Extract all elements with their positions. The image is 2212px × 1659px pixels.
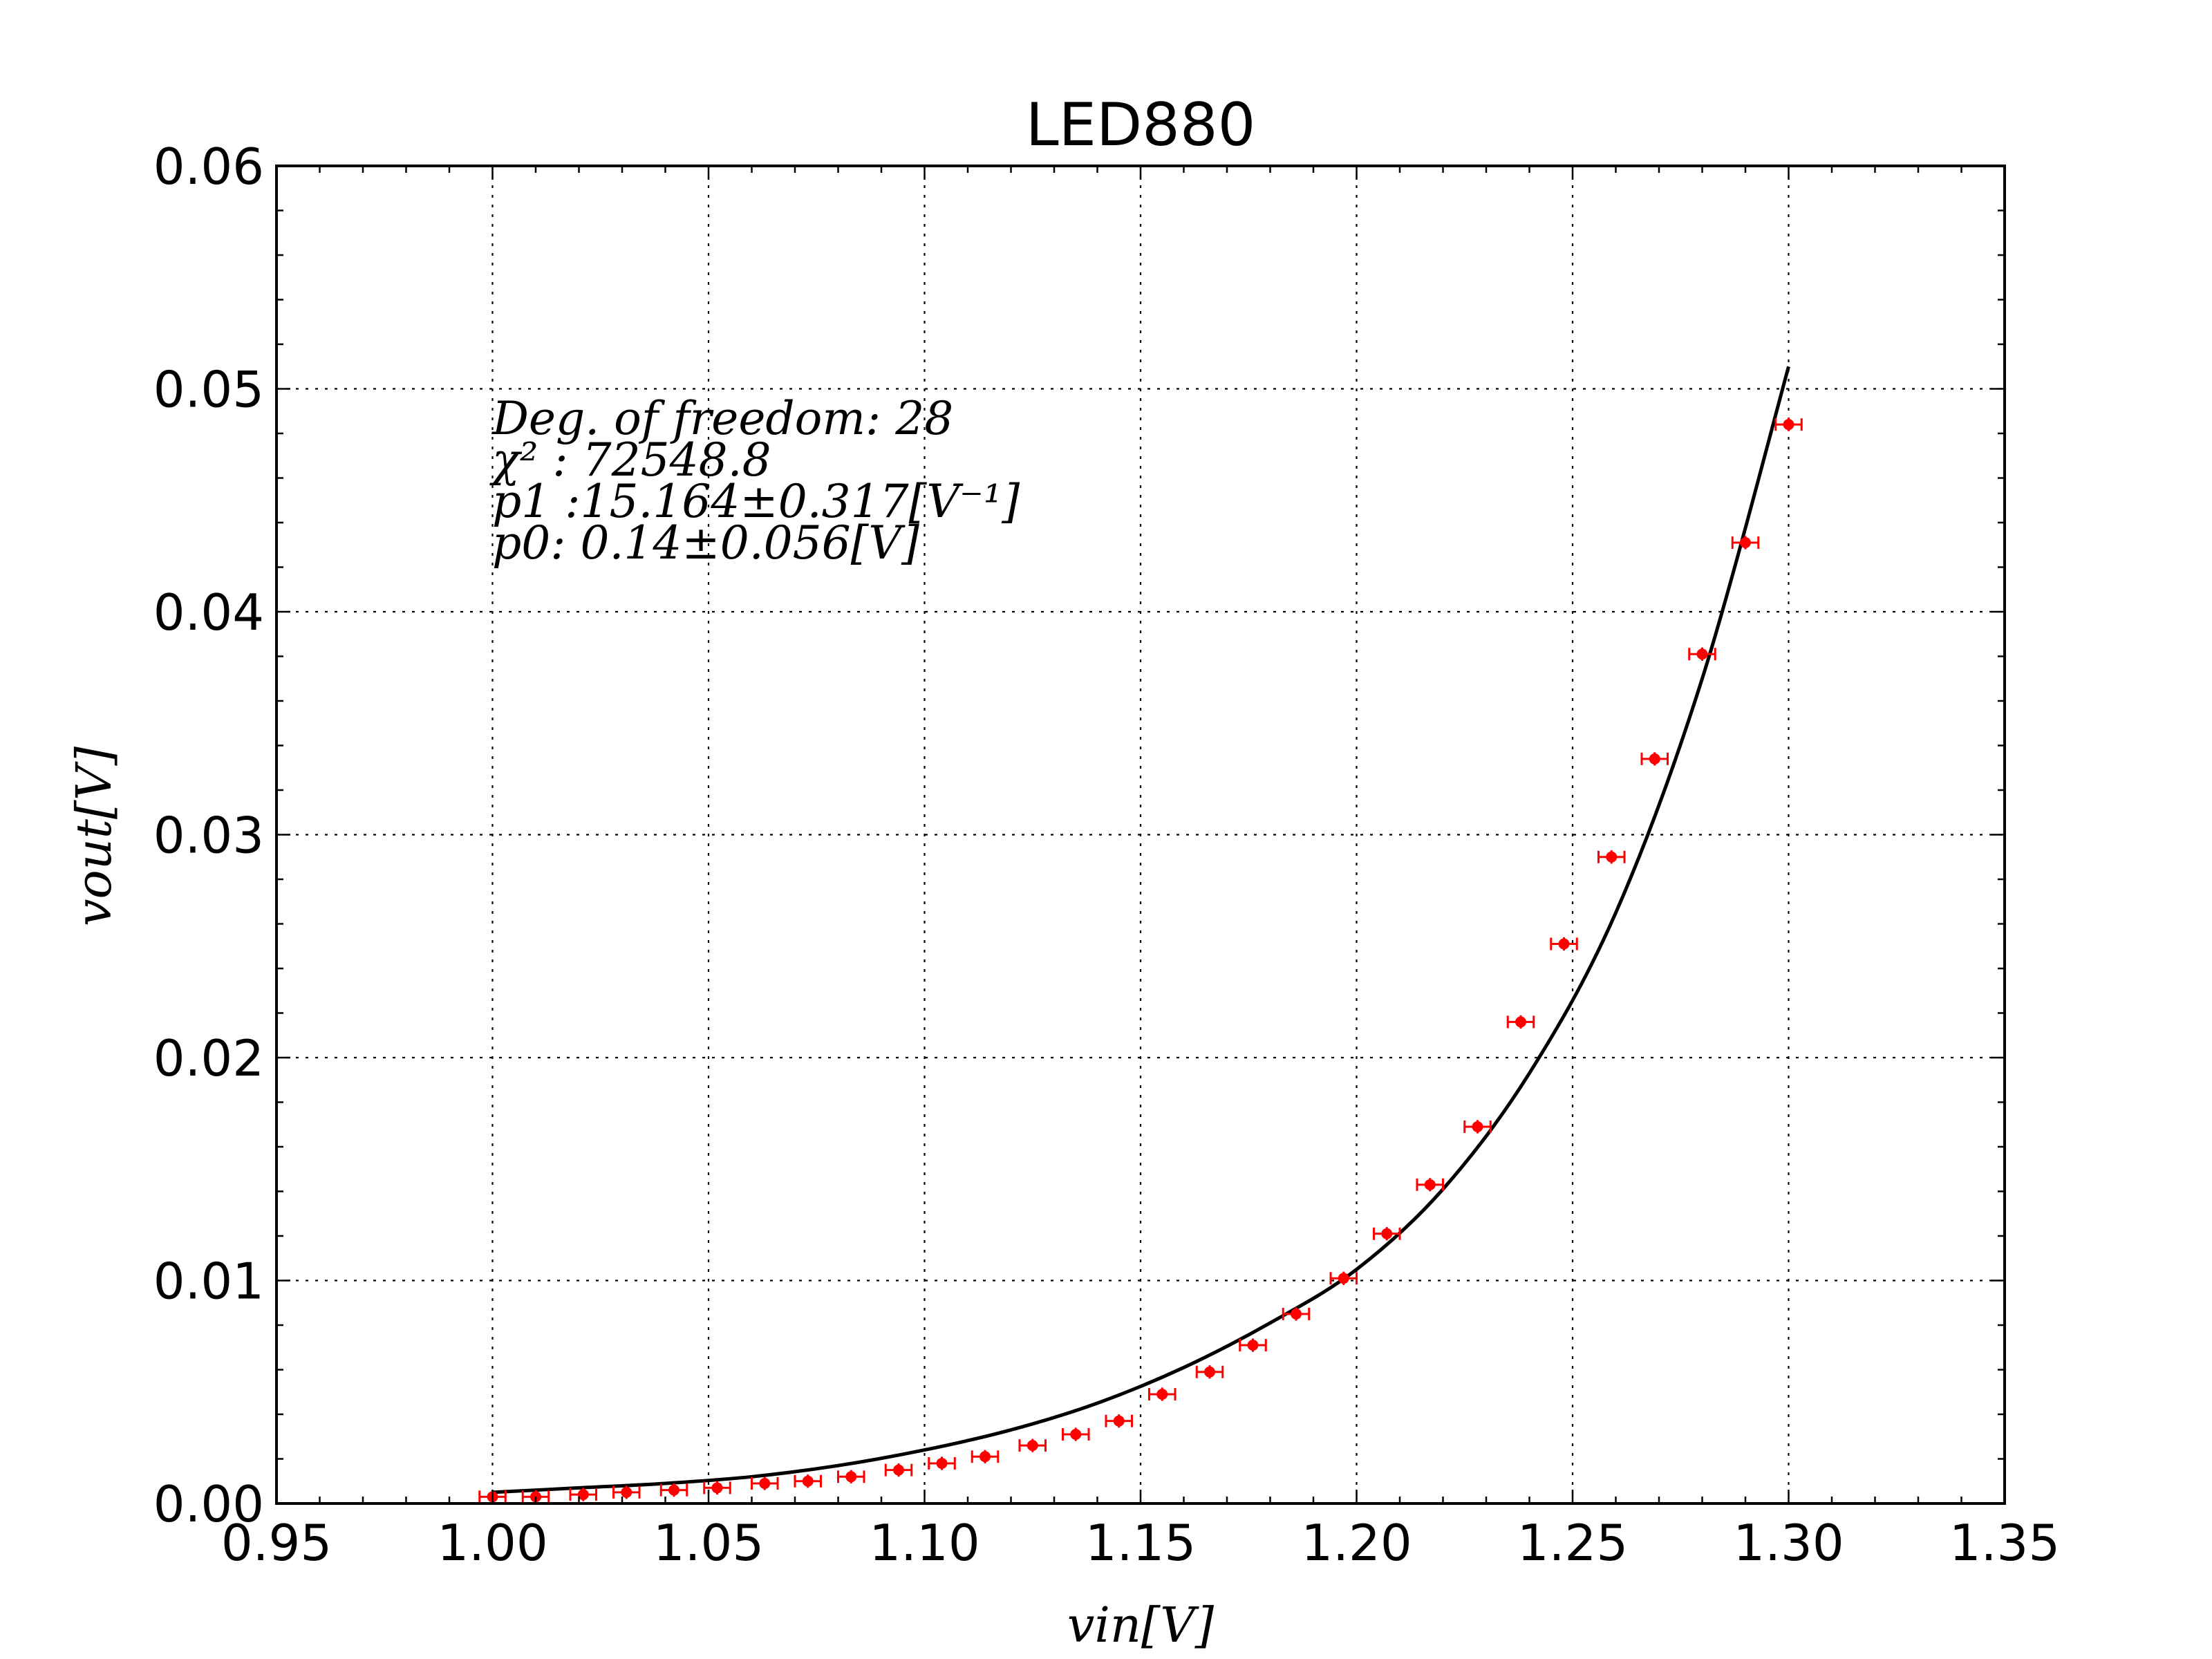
data-point xyxy=(1105,1414,1133,1428)
x-tick-label: 1.35 xyxy=(1949,1514,2060,1572)
annotation-p0: p0: 0.14±0.056[V] xyxy=(492,516,919,570)
data-marker xyxy=(1649,753,1660,765)
data-marker xyxy=(711,1482,723,1494)
data-point xyxy=(1148,1387,1177,1401)
y-tick-label: 0.04 xyxy=(153,583,264,641)
data-marker xyxy=(1472,1121,1483,1132)
data-marker xyxy=(802,1475,814,1487)
data-point xyxy=(884,1463,913,1477)
x-tick-label: 0.95 xyxy=(221,1514,332,1572)
data-point xyxy=(1640,752,1669,766)
y-axis-label: vout[V] xyxy=(66,746,122,926)
y-tick-label: 0.05 xyxy=(153,361,264,419)
data-marker xyxy=(1558,938,1570,950)
x-tick-label: 1.20 xyxy=(1301,1514,1412,1572)
data-marker xyxy=(668,1484,679,1496)
data-point xyxy=(1329,1271,1358,1285)
data-point xyxy=(1731,536,1760,550)
data-marker xyxy=(1381,1228,1393,1239)
data-point xyxy=(971,1450,1000,1463)
data-marker xyxy=(1247,1340,1259,1351)
data-marker xyxy=(759,1477,771,1489)
grid xyxy=(276,166,2005,1503)
annotation-chi2: χ² : 72548.8 xyxy=(489,433,771,487)
data-marker xyxy=(621,1486,632,1498)
y-tick-label: 0.06 xyxy=(153,138,264,196)
data-marker xyxy=(1291,1308,1302,1320)
fit-curve xyxy=(492,366,1790,1494)
data-marker xyxy=(1113,1415,1125,1427)
x-tick-label: 1.30 xyxy=(1733,1514,1844,1572)
ticks: 0.95 1.00 1.05 1.10 1.15 1.20 1.25 1.30 1.35 0.00… xyxy=(153,138,2060,1572)
chart-title: LED880 xyxy=(1026,91,1256,160)
data-marker xyxy=(1696,648,1708,660)
data-point xyxy=(612,1485,641,1499)
y-tick-label: 0.01 xyxy=(153,1253,264,1311)
data-marker xyxy=(1606,851,1618,863)
x-tick-label: 1.25 xyxy=(1517,1514,1628,1572)
data-marker xyxy=(1783,419,1794,431)
data-point xyxy=(1416,1178,1444,1192)
x-tick-label: 1.15 xyxy=(1085,1514,1196,1572)
data-marker xyxy=(1204,1366,1215,1378)
data-point xyxy=(659,1483,688,1497)
annotation-p1: p1 :15.164±0.317[V⁻¹] xyxy=(492,475,1020,528)
y-tick-label: 0.03 xyxy=(153,807,264,865)
data-marker xyxy=(936,1457,948,1469)
data-point xyxy=(1774,418,1803,431)
data-marker xyxy=(1740,537,1751,549)
data-marker xyxy=(1156,1388,1168,1400)
data-point xyxy=(837,1470,865,1483)
data-point xyxy=(1597,850,1626,864)
data-marker xyxy=(1515,1016,1526,1028)
data-point xyxy=(928,1456,956,1470)
data-marker xyxy=(845,1471,857,1483)
data-marker xyxy=(1338,1273,1349,1284)
x-tick-label: 1.00 xyxy=(437,1514,547,1572)
data-point xyxy=(1062,1427,1090,1441)
data-point xyxy=(1463,1120,1492,1134)
data-marker xyxy=(893,1464,904,1476)
data-point xyxy=(751,1477,779,1490)
data-marker xyxy=(577,1489,589,1501)
y-tick-label: 0.02 xyxy=(153,1029,264,1087)
x-axis-label: vin[V] xyxy=(1067,1597,1215,1653)
data-point xyxy=(1550,937,1578,951)
data-point xyxy=(569,1488,597,1501)
x-tick-label: 1.05 xyxy=(653,1514,764,1572)
annotation-dof: Deg. of freedom: 28 xyxy=(491,392,953,445)
data-point xyxy=(1373,1227,1401,1241)
data-marker xyxy=(1027,1440,1038,1452)
data-point xyxy=(703,1481,731,1495)
y-tick-label: 0.00 xyxy=(153,1475,264,1533)
data-point xyxy=(794,1474,822,1488)
data-point xyxy=(1506,1015,1535,1029)
data-point xyxy=(1282,1307,1311,1321)
data-layer xyxy=(478,418,1803,1503)
data-point xyxy=(1195,1365,1224,1379)
data-marker xyxy=(980,1451,991,1463)
x-tick-label: 1.10 xyxy=(869,1514,980,1572)
data-marker xyxy=(1424,1179,1436,1190)
data-point xyxy=(1239,1338,1267,1352)
data-point xyxy=(1688,647,1716,661)
fit-layer xyxy=(492,366,1790,1494)
data-marker xyxy=(1070,1429,1082,1441)
fit-annotation: Deg. of freedom: 28 χ² : 72548.8 p1 :15.… xyxy=(489,392,1020,570)
data-point xyxy=(1018,1438,1047,1452)
